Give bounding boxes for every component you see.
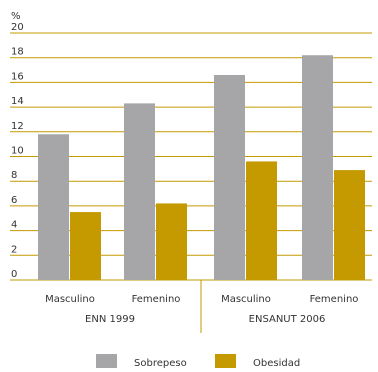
- bar-sobrepeso-1: [124, 103, 155, 281]
- y-axis-unit-label: %: [11, 11, 21, 22]
- bar-obesidad-1: [156, 203, 187, 280]
- bars: [38, 55, 365, 281]
- bar-sobrepeso-0: [38, 134, 69, 280]
- bar-obesidad-3: [334, 170, 365, 280]
- y-tick-label: 4: [11, 220, 17, 231]
- x-axis: Masculino Femenino Masculino Femenino ENN 19…: [45, 280, 358, 333]
- y-tick-label: 6: [11, 195, 17, 206]
- y-tick-label: 18: [11, 47, 24, 58]
- y-tick-label: 8: [11, 170, 17, 181]
- y-tick-label: 0: [11, 269, 17, 280]
- bar-sobrepeso-2: [214, 74, 245, 281]
- bar-obesidad-0: [70, 212, 101, 280]
- bar-obesidad-2: [246, 161, 277, 280]
- y-tick-label: 16: [11, 71, 24, 82]
- x-category-label: Masculino: [221, 294, 271, 305]
- x-category-label: Femenino: [132, 294, 181, 305]
- y-tick-label: 14: [11, 96, 24, 107]
- group-label: ENSANUT 2006: [249, 314, 326, 325]
- y-tick-label: 12: [11, 121, 24, 132]
- legend-swatch-sobrepeso: [96, 354, 117, 368]
- legend-swatch-obesidad: [215, 354, 236, 368]
- bar-sobrepeso-3: [302, 55, 333, 281]
- x-category-label: Masculino: [45, 294, 95, 305]
- group-label: ENN 1999: [85, 314, 135, 325]
- legend-label: Sobrepeso: [134, 358, 187, 369]
- legend-label: Obesidad: [253, 358, 300, 369]
- y-tick-label: 20: [11, 22, 24, 33]
- x-category-label: Femenino: [310, 294, 359, 305]
- y-tick-label: 2: [11, 244, 17, 255]
- y-tick-label: 10: [11, 146, 24, 157]
- legend: Sobrepeso Obesidad: [96, 354, 300, 369]
